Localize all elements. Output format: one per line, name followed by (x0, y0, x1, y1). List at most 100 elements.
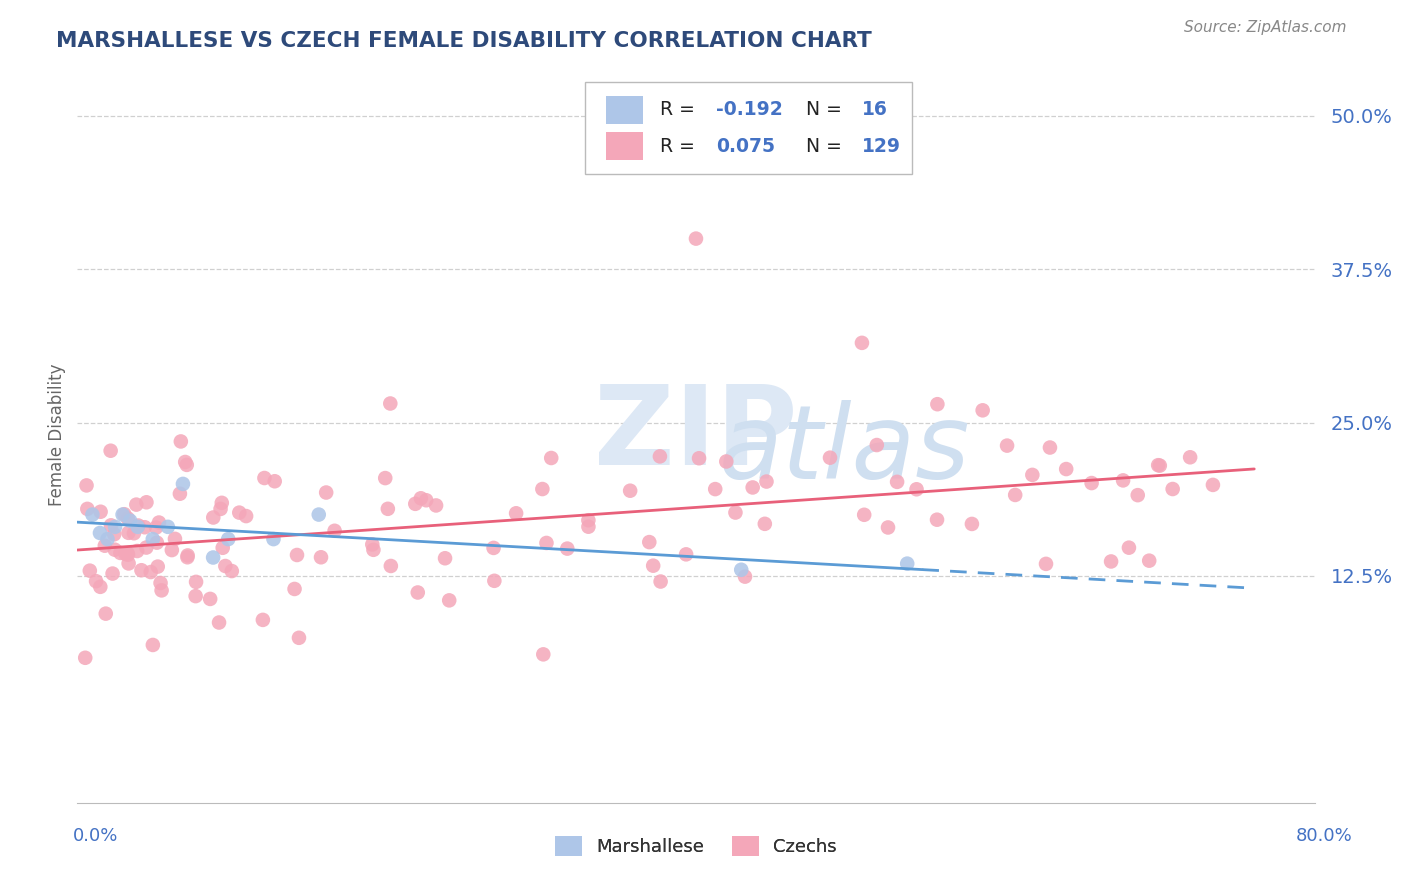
Point (221, 564, 243, 578)
Point (211, 496, 233, 510)
Point (90, 505, 112, 519)
Text: Source: ZipAtlas.com: Source: ZipAtlas.com (1184, 20, 1347, 35)
Point (886, 475, 908, 489)
Point (127, 518, 149, 533)
Point (131, 563, 153, 577)
Point (1021, 467, 1043, 482)
Point (146, 535, 169, 549)
Point (263, 475, 285, 489)
Point (377, 501, 399, 516)
Text: N =: N = (806, 136, 848, 156)
Point (1202, 478, 1225, 492)
Point (117, 511, 139, 525)
Point (135, 495, 157, 509)
Point (263, 532, 285, 546)
Point (555, 541, 578, 556)
Point (1118, 541, 1140, 555)
Point (112, 507, 135, 521)
Point (531, 482, 554, 496)
Point (76, 501, 98, 516)
Point (1137, 554, 1160, 568)
Point (94, 607, 117, 621)
Point (76, 478, 98, 492)
Point (619, 483, 641, 498)
Point (104, 542, 127, 557)
Y-axis label: Female Disability: Female Disability (48, 364, 66, 506)
Point (104, 520, 127, 534)
Point (1099, 554, 1122, 568)
Point (103, 527, 125, 541)
Point (89, 580, 111, 594)
Point (927, 397, 949, 411)
Point (960, 516, 983, 531)
Point (484, 574, 506, 588)
Legend: Marshallese, Czechs: Marshallese, Czechs (548, 829, 844, 863)
Point (425, 499, 447, 513)
Point (101, 566, 124, 581)
Point (866, 438, 889, 452)
Point (716, 454, 738, 468)
Point (704, 482, 727, 496)
Point (142, 532, 165, 546)
Point (163, 532, 186, 546)
Point (972, 403, 994, 417)
Point (79, 564, 101, 578)
Point (176, 550, 198, 565)
Point (374, 471, 396, 485)
Point (160, 543, 183, 558)
Point (818, 450, 841, 465)
Point (127, 520, 149, 534)
Point (1178, 450, 1201, 465)
Point (1004, 488, 1026, 502)
Point (415, 493, 437, 508)
Point (82, 508, 104, 522)
Point (142, 638, 165, 652)
Point (89, 526, 111, 541)
Point (217, 532, 239, 546)
Point (1080, 476, 1102, 491)
Point (734, 569, 756, 583)
Point (505, 506, 527, 520)
Text: MARSHALLESE VS CZECH FEMALE DISABILITY CORRELATION CHART: MARSHALLESE VS CZECH FEMALE DISABILITY C… (56, 31, 872, 51)
Point (1126, 488, 1149, 502)
Point (643, 558, 665, 573)
Point (688, 451, 710, 466)
Text: ZIP: ZIP (595, 382, 797, 488)
Point (117, 546, 139, 560)
Point (315, 485, 337, 500)
Point (122, 526, 145, 541)
Point (308, 508, 330, 522)
Point (925, 513, 948, 527)
Point (252, 613, 274, 627)
Point (283, 582, 305, 596)
Point (174, 455, 197, 469)
Point (176, 549, 198, 563)
Point (114, 547, 136, 561)
Point (540, 450, 562, 465)
Point (434, 551, 457, 566)
Point (184, 589, 207, 603)
Point (211, 541, 233, 555)
Point (134, 520, 156, 534)
Point (202, 550, 225, 565)
Point (754, 516, 776, 531)
Point (741, 480, 763, 494)
Text: 0.075: 0.075 (716, 136, 775, 156)
Point (853, 508, 876, 522)
FancyBboxPatch shape (606, 132, 643, 160)
Point (202, 510, 225, 524)
Text: 129: 129 (862, 136, 901, 156)
Point (170, 434, 193, 449)
Point (148, 516, 170, 530)
Point (235, 509, 257, 524)
Point (361, 537, 384, 551)
Point (576, 513, 599, 527)
Point (253, 471, 276, 485)
Point (578, 519, 600, 533)
Point (84, 574, 107, 589)
Point (363, 542, 385, 557)
FancyBboxPatch shape (585, 81, 912, 174)
Text: atlas: atlas (718, 400, 970, 500)
Point (536, 536, 558, 550)
Text: 16: 16 (862, 100, 887, 120)
